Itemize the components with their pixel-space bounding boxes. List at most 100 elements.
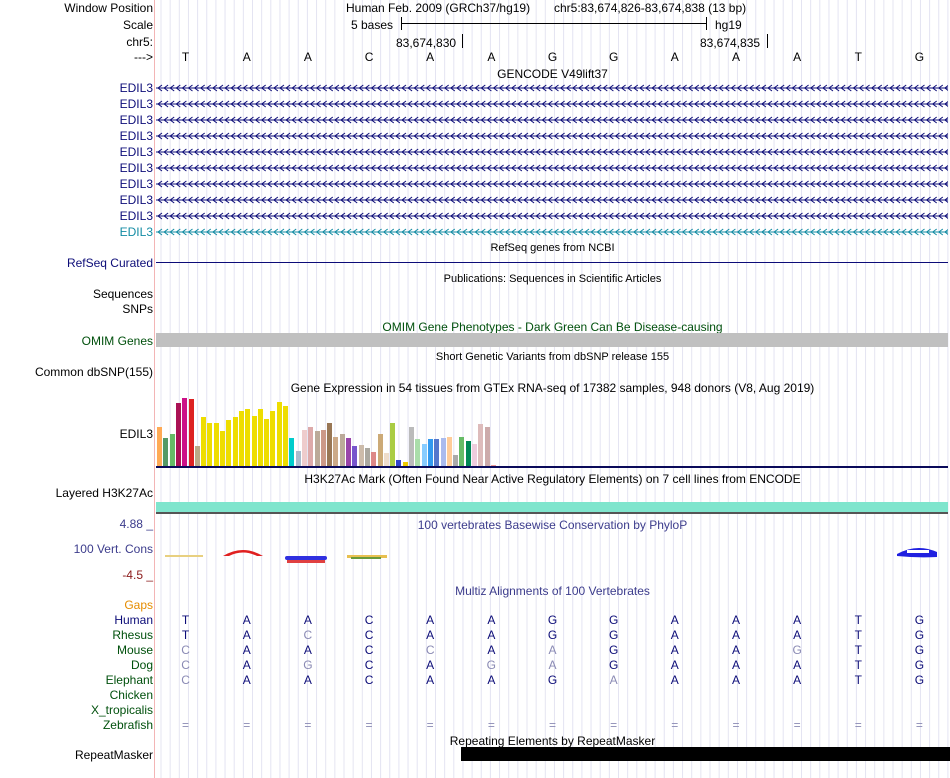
gencode-transcript-line[interactable] [156, 132, 948, 140]
gtex-tissue-bar[interactable] [421, 444, 427, 466]
dbsnp-label[interactable]: Common dbSNP(155) [34, 365, 153, 379]
gtex-tissue-bar[interactable] [270, 411, 276, 466]
gtex-tissue-bar[interactable] [434, 439, 440, 466]
gtex-tissue-bar[interactable] [194, 446, 200, 466]
gtex-tissue-bar[interactable] [320, 430, 326, 466]
multiz-species-label[interactable]: Rhesus [112, 628, 153, 642]
gtex-tissue-bar[interactable] [440, 438, 446, 466]
gtex-tissue-bar[interactable] [283, 406, 288, 466]
gencode-transcript-label[interactable]: EDIL3 [119, 193, 153, 207]
gtex-tissue-bar[interactable] [213, 423, 219, 466]
gtex-tissue-bar[interactable] [409, 427, 414, 466]
gtex-tissue-bar[interactable] [169, 434, 175, 466]
gencode-transcript-line[interactable] [156, 116, 948, 124]
gtex-tissue-bar[interactable] [257, 409, 263, 466]
h3k27ac-signal[interactable] [156, 502, 948, 512]
gtex-tissue-bar[interactable] [472, 444, 477, 466]
gencode-transcript-line[interactable] [156, 180, 948, 188]
gencode-transcript-label[interactable]: EDIL3 [119, 209, 153, 223]
gencode-title[interactable]: GENCODE V49lift37 [497, 67, 608, 81]
gencode-transcript-label[interactable]: EDIL3 [119, 225, 153, 239]
gtex-title[interactable]: Gene Expression in 54 tissues from GTEx … [290, 381, 815, 395]
conservation-title[interactable]: 100 vertebrates Basewise Conservation by… [417, 518, 688, 532]
conservation-label[interactable]: 100 Vert. Cons [73, 542, 153, 556]
gtex-tissue-bar[interactable] [327, 423, 333, 466]
gtex-tissue-bar[interactable] [301, 430, 307, 466]
gtex-tissue-bar[interactable] [188, 399, 194, 466]
omim-label[interactable]: OMIM Genes [81, 334, 153, 348]
gtex-tissue-bar[interactable] [352, 446, 358, 466]
multiz-species-label[interactable]: Mouse [116, 643, 153, 657]
refseq-title[interactable]: RefSeq genes from NCBI [490, 242, 615, 254]
gtex-tissue-bar[interactable] [346, 438, 351, 466]
gtex-tissue-bar[interactable] [251, 416, 257, 466]
h3k27ac-label[interactable]: Layered H3K27Ac [55, 486, 153, 500]
gtex-tissue-bar[interactable] [415, 439, 421, 466]
gencode-transcript-line[interactable] [156, 164, 948, 172]
gtex-tissue-bar[interactable] [490, 465, 496, 466]
gencode-transcript-label[interactable]: EDIL3 [119, 161, 153, 175]
gtex-tissue-bar[interactable] [232, 417, 238, 466]
gtex-tissue-bar[interactable] [339, 434, 345, 466]
publications-sequences-label[interactable]: Sequences [92, 287, 153, 301]
gencode-transcript-label[interactable]: EDIL3 [119, 81, 153, 95]
omim-title[interactable]: OMIM Gene Phenotypes - Dark Green Can Be… [382, 320, 723, 334]
gtex-tissue-bar[interactable] [383, 453, 389, 466]
gencode-transcript-line[interactable] [156, 228, 948, 236]
publications-snps-label[interactable]: SNPs [122, 302, 153, 316]
gtex-tissue-bar[interactable] [175, 403, 181, 466]
publications-title[interactable]: Publications: Sequences in Scientific Ar… [443, 273, 662, 285]
gtex-tissue-bar[interactable] [238, 411, 244, 466]
conservation-logos[interactable] [155, 540, 950, 570]
gtex-tissue-bar[interactable] [358, 445, 364, 466]
gencode-transcript-line[interactable] [156, 212, 948, 220]
gtex-tissue-bar[interactable] [377, 434, 383, 466]
multiz-species-label[interactable]: Zebrafish [102, 718, 153, 732]
multiz-species-label[interactable]: Elephant [105, 673, 153, 687]
gtex-tissue-bar[interactable] [478, 424, 484, 466]
gtex-tissue-bar[interactable] [390, 423, 396, 466]
gtex-tissue-bar[interactable] [226, 420, 232, 466]
multiz-species-label[interactable]: X_tropicalis [90, 703, 153, 717]
gtex-tissue-bar[interactable] [453, 455, 459, 466]
multiz-species-label[interactable]: Dog [130, 658, 153, 672]
gencode-transcript-label[interactable]: EDIL3 [119, 145, 153, 159]
gtex-tissue-bar[interactable] [364, 448, 370, 466]
gtex-tissue-bar[interactable] [459, 437, 465, 466]
gtex-tissue-bar[interactable] [295, 451, 301, 466]
gtex-tissue-bar[interactable] [371, 452, 377, 466]
gtex-tissue-bar[interactable] [157, 427, 162, 466]
repeatmasker-label[interactable]: RepeatMasker [74, 748, 153, 762]
gtex-tissue-bar[interactable] [201, 417, 207, 466]
gtex-gene-line[interactable] [156, 466, 948, 468]
gtex-tissue-bar[interactable] [427, 439, 433, 466]
gencode-transcript-line[interactable] [156, 148, 948, 156]
h3k27ac-title[interactable]: H3K27Ac Mark (Often Found Near Active Re… [304, 472, 801, 486]
gtex-label[interactable]: EDIL3 [119, 427, 153, 441]
position-readout[interactable]: chr5:83,674,826-83,674,838 (13 bp) [554, 1, 747, 15]
gtex-tissue-bar[interactable] [264, 419, 270, 466]
gtex-tissue-bar[interactable] [396, 460, 402, 466]
refseq-intron-line[interactable] [156, 262, 948, 263]
gencode-transcript-line[interactable] [156, 100, 948, 108]
gtex-tissue-bar[interactable] [182, 398, 188, 466]
dbsnp-title[interactable]: Short Genetic Variants from dbSNP releas… [435, 351, 670, 363]
multiz-species-label[interactable]: Human [114, 613, 153, 627]
repeat-element-block[interactable] [461, 747, 950, 761]
gtex-tissue-bar[interactable] [163, 438, 169, 466]
gtex-tissue-bar[interactable] [289, 438, 295, 466]
gtex-bar-chart[interactable] [155, 396, 555, 466]
gtex-tissue-bar[interactable] [333, 437, 339, 466]
gencode-transcript-label[interactable]: EDIL3 [119, 113, 153, 127]
gencode-transcript-label[interactable]: EDIL3 [119, 129, 153, 143]
gencode-transcript-label[interactable]: EDIL3 [119, 177, 153, 191]
multiz-title[interactable]: Multiz Alignments of 100 Vertebrates [455, 584, 650, 598]
gtex-tissue-bar[interactable] [402, 462, 408, 466]
gtex-tissue-bar[interactable] [207, 423, 213, 466]
repeatmasker-title[interactable]: Repeating Elements by RepeatMasker [449, 734, 656, 748]
gtex-tissue-bar[interactable] [484, 427, 490, 466]
gtex-tissue-bar[interactable] [308, 427, 314, 466]
omim-gene-bar[interactable] [156, 333, 948, 347]
gtex-tissue-bar[interactable] [276, 402, 282, 466]
gtex-tissue-bar[interactable] [314, 431, 320, 466]
